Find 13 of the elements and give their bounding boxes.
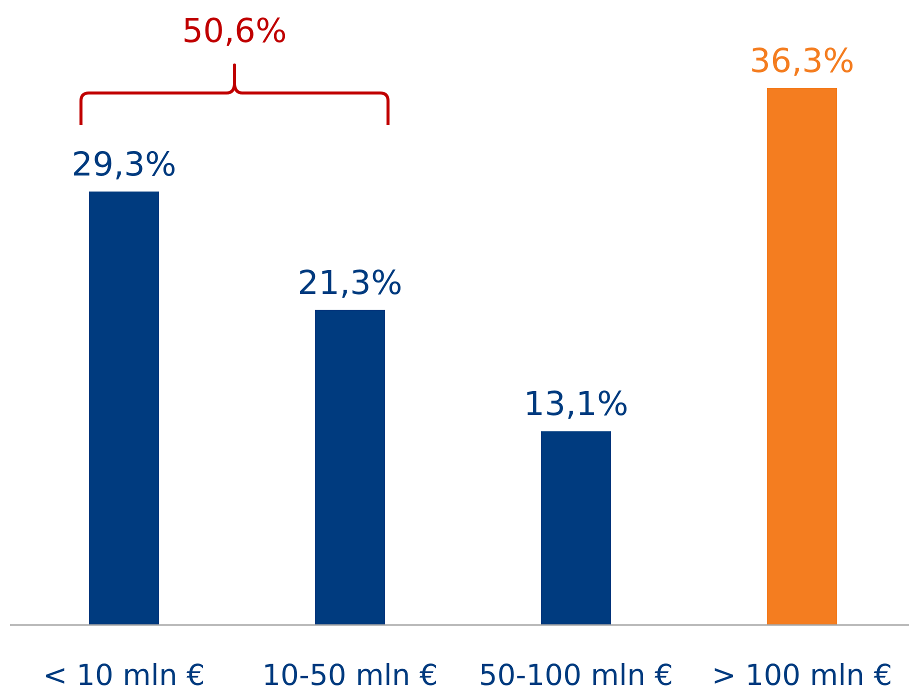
bar	[766, 88, 838, 625]
x-tick-label: < 10 mln €	[43, 658, 205, 691]
bar	[88, 192, 160, 625]
data-label: 36,3%	[750, 41, 854, 80]
x-tick-label: > 100 mln €	[712, 658, 892, 691]
data-label: 29,3%	[72, 144, 176, 184]
data-label: 13,1%	[524, 384, 628, 424]
x-tick-label: 10-50 mln €	[262, 658, 438, 691]
text: 50,6%	[182, 11, 287, 50]
bar	[314, 310, 386, 625]
data-label: 21,3%	[298, 262, 402, 302]
bar	[540, 431, 612, 625]
x-tick-label: 50-100 mln €	[478, 658, 674, 691]
